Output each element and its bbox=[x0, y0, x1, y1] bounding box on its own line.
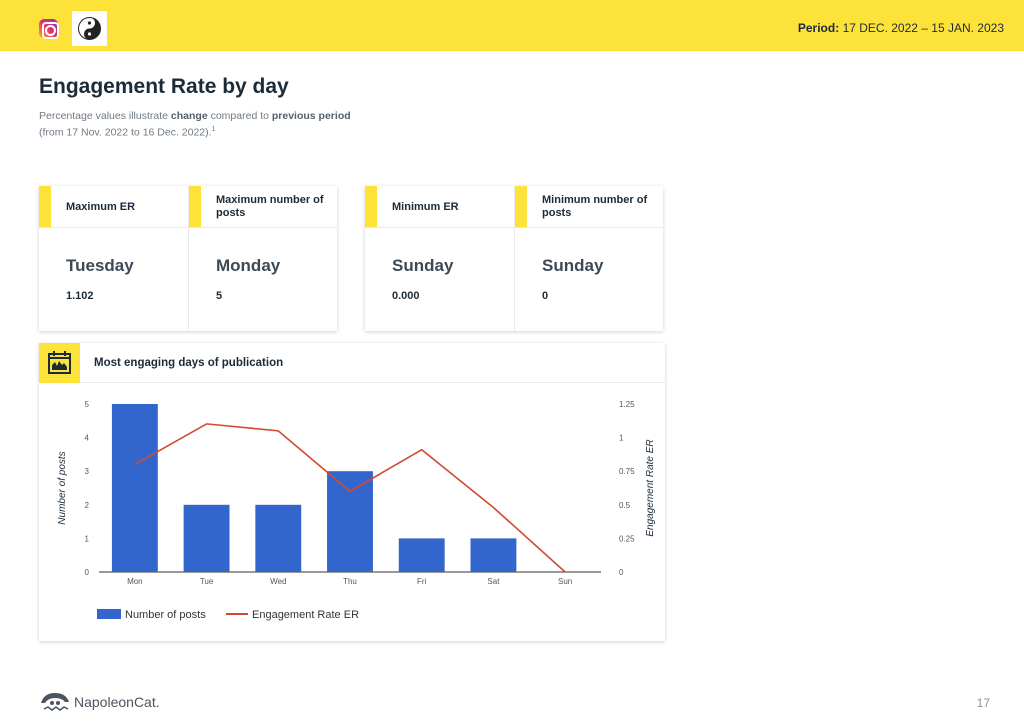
instagram-icon[interactable] bbox=[39, 19, 59, 39]
accent-bar bbox=[365, 186, 377, 227]
stat-value: 0.000 bbox=[392, 290, 420, 302]
stat-label: Maximum number of posts bbox=[216, 194, 324, 219]
stat-min-er: Minimum ER Sunday 0.000 bbox=[365, 186, 514, 331]
y-tick-label: 4 bbox=[85, 434, 90, 443]
accent-bar bbox=[515, 186, 527, 227]
y-tick-label: 0 bbox=[85, 568, 90, 577]
subtitle-previous: previous period bbox=[271, 110, 351, 122]
y2-tick-label: 0.75 bbox=[619, 467, 635, 476]
yin-yang-icon bbox=[78, 17, 101, 40]
page-subtitle: Percentage values illustrate change comp… bbox=[39, 110, 439, 140]
stat-header: Minimum ER bbox=[365, 186, 514, 228]
napoleoncat-logo-icon bbox=[41, 693, 69, 711]
stat-value: 1.102 bbox=[66, 290, 94, 302]
stat-day: Sunday bbox=[542, 256, 604, 275]
bar-fri bbox=[398, 538, 445, 572]
bar-thu bbox=[327, 471, 373, 572]
page-number: 17 bbox=[976, 696, 990, 710]
subtitle-text-2: compared to bbox=[207, 110, 272, 122]
stat-day: Sunday bbox=[392, 256, 454, 275]
stat-max-posts: Maximum number of posts Monday 5 bbox=[188, 186, 337, 331]
x-tick-label: Sun bbox=[558, 577, 572, 586]
period-range: Period: 17 DEC. 2022 – 15 JAN. 2023 bbox=[798, 21, 1004, 35]
page-title: Engagement Rate by day bbox=[39, 75, 289, 98]
x-tick-label: Thu bbox=[343, 577, 357, 586]
calendar-icon bbox=[48, 351, 71, 374]
y2-axis-title: Engagement Rate ER bbox=[645, 439, 656, 536]
max-stats-card: Maximum ER Tuesday 1.102 Maximum number … bbox=[39, 186, 337, 331]
y-axis-title: Number of posts bbox=[57, 451, 68, 524]
engagement-chart: 0 1 2 3 4 5 0 0.25 0.5 0.75 1 1.25 Mon Tue Wed Thu Fri Sa… bbox=[57, 400, 656, 621]
subtitle-range: (from 17 Nov. 2022 to 16 Dec. 2022). bbox=[39, 126, 212, 139]
engagement-rate-line bbox=[134, 423, 566, 573]
legend-swatch-posts bbox=[97, 609, 121, 619]
legend-label-er: Engagement Rate ER bbox=[252, 609, 359, 621]
y2-tick-label: 0.25 bbox=[619, 534, 635, 543]
bar-mon bbox=[111, 404, 158, 572]
subtitle-text-1: Percentage values illustrate bbox=[39, 110, 171, 122]
y-tick-label: 2 bbox=[85, 501, 90, 510]
bar-sat bbox=[470, 538, 517, 572]
stat-label: Minimum number of posts bbox=[542, 194, 648, 219]
stat-day: Monday bbox=[216, 256, 281, 275]
bar-wed bbox=[255, 504, 302, 572]
bar-tue bbox=[183, 504, 230, 572]
stat-value: 0 bbox=[542, 290, 549, 302]
brand-name: NapoleonCat. bbox=[74, 694, 160, 710]
x-tick-label: Tue bbox=[200, 577, 214, 586]
stat-max-er: Maximum ER Tuesday 1.102 bbox=[39, 186, 188, 331]
accent-bar bbox=[189, 186, 201, 227]
stat-header: Maximum number of posts bbox=[189, 186, 337, 228]
stat-label: Minimum ER bbox=[392, 200, 459, 213]
y-tick-label: 5 bbox=[85, 400, 90, 409]
period-value: 17 DEC. 2022 – 15 JAN. 2023 bbox=[842, 21, 1004, 35]
chart-icon-box bbox=[39, 343, 80, 383]
stat-label: Maximum ER bbox=[66, 200, 136, 213]
y-tick-label: 3 bbox=[85, 467, 90, 476]
x-tick-label: Wed bbox=[270, 577, 286, 586]
period-label: Period: bbox=[797, 21, 840, 35]
y2-tick-label: 0.5 bbox=[619, 501, 631, 510]
header-bar: Period: 17 DEC. 2022 – 15 JAN. 2023 bbox=[0, 0, 1024, 51]
stat-min-posts: Minimum number of posts Sunday 0 bbox=[514, 186, 663, 331]
min-stats-card: Minimum ER Sunday 0.000 Minimum number o… bbox=[365, 186, 663, 331]
engagement-chart-card: Most engaging days of publication 0 1 2 3 4 5… bbox=[39, 343, 665, 641]
stat-day: Tuesday bbox=[66, 256, 134, 275]
subtitle-change: change bbox=[170, 110, 208, 122]
stat-header: Maximum ER bbox=[39, 186, 188, 228]
y-tick-label: 1 bbox=[85, 534, 90, 543]
y2-tick-label: 1.25 bbox=[619, 400, 635, 409]
x-tick-label: Mon bbox=[127, 577, 143, 586]
footnote-marker: 1 bbox=[211, 126, 216, 133]
legend-label-posts: Number of posts bbox=[125, 609, 206, 621]
accent-bar bbox=[39, 186, 51, 227]
account-avatar[interactable] bbox=[72, 11, 107, 46]
x-tick-label: Sat bbox=[487, 577, 500, 586]
stat-value: 5 bbox=[216, 290, 223, 302]
chart-title: Most engaging days of publication bbox=[94, 357, 284, 369]
chart-header: Most engaging days of publication bbox=[39, 343, 665, 383]
x-tick-label: Fri bbox=[417, 577, 427, 586]
stat-header: Minimum number of posts bbox=[515, 186, 663, 228]
y2-tick-label: 0 bbox=[619, 568, 624, 577]
y2-tick-label: 1 bbox=[619, 434, 624, 443]
